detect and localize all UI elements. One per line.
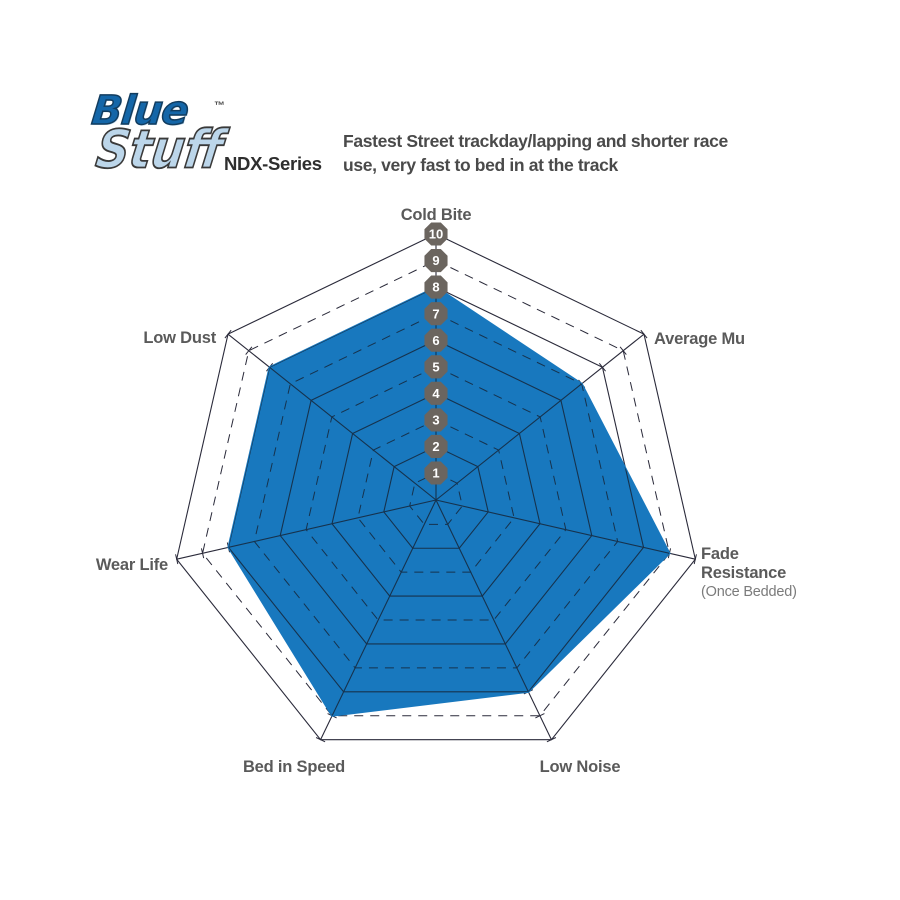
series-ndx-series-area (227, 285, 671, 717)
scale-marker-label-8: 8 (432, 280, 439, 295)
series-label: NDX-Series (224, 153, 322, 174)
scale-marker-5 (424, 355, 448, 379)
axis-label-text: Low Dust (143, 329, 216, 347)
axis-tick (640, 329, 648, 339)
axis-label-text: Low Noise (539, 758, 621, 776)
axis-label-bed-in-speed: Bed in Speed (243, 758, 345, 777)
scale-marker-10 (424, 222, 448, 246)
axis-spoke-overlay-4 (320, 499, 437, 716)
axis-label-average-mu: Average Mu (654, 330, 745, 349)
scale-marker-label-5: 5 (432, 359, 439, 374)
axis-tick (245, 346, 253, 355)
scale-marker-3 (424, 408, 448, 432)
scale-marker-label-6: 6 (432, 333, 439, 348)
scale-marker-label-4: 4 (432, 386, 440, 401)
scale-marker-1 (424, 461, 448, 485)
scale-marker-8 (424, 275, 448, 299)
scale-marker-6 (424, 328, 448, 352)
axis-label-text: Bed in Speed (242, 758, 346, 776)
scale-marker-label-1: 1 (432, 466, 439, 481)
axis-tick (598, 363, 606, 372)
axis-label-text: Wear Life (95, 556, 168, 574)
axis-label-text: Average Mu (654, 330, 745, 348)
scale-marker-9 (424, 249, 448, 273)
axis-spoke-overlay-2 (435, 499, 670, 560)
axis-tick (224, 329, 232, 339)
grid-ring-overlay-2 (383, 445, 489, 549)
scale-marker-label-9: 9 (432, 253, 439, 268)
grid-ring-overlay-6 (279, 339, 593, 645)
scale-marker-2 (424, 434, 448, 458)
tagline-text: Fastest Street trackday/lapping and shor… (343, 131, 728, 175)
axis-spoke-overlay-5 (228, 499, 437, 560)
axis-label-text: Fade Resistance (701, 545, 787, 582)
axis-label-text: Cold Bite (400, 206, 472, 224)
scale-marker-4 (424, 381, 448, 405)
scale-marker-label-10: 10 (429, 227, 443, 242)
grid-ring-overlay-1 (409, 472, 463, 525)
axis-label-wear-life: Wear Life (0, 556, 168, 575)
scale-marker-label-2: 2 (432, 439, 439, 454)
axis-tick (175, 554, 179, 565)
axis-tick (619, 346, 627, 355)
grid-ring-9 (202, 260, 670, 717)
grid-ring-overlay-4 (331, 392, 541, 597)
scale-marker-label-7: 7 (432, 306, 439, 321)
axis-label-low-noise: Low Noise (540, 758, 621, 777)
axis-tick (693, 554, 697, 565)
grid-ring-overlay-5 (305, 366, 567, 621)
bluestuff-logo: Blue Stuff ™ (89, 87, 252, 181)
grid-ring-10 (176, 233, 696, 741)
axis-label-low-dust: Low Dust (0, 329, 216, 348)
trademark-icon: ™ (214, 100, 225, 112)
axis-label-cold-bite: Cold Bite (401, 206, 472, 225)
axis-tick (200, 548, 205, 559)
axis-tick (535, 713, 545, 719)
scale-marker-7 (424, 302, 448, 326)
scale-markers: 10 9 8 7 6 5 4 3 2 1 (424, 222, 448, 485)
axis-tick (315, 737, 326, 743)
scale-marker-label-3: 3 (432, 412, 439, 427)
header-banner: Blue Stuff ™ NDX-Series Fastest Street t… (0, 0, 900, 200)
axis-tick (546, 737, 557, 743)
axis-label-fade-resistance: Fade Resistance (Once Bedded) (701, 545, 797, 602)
grid-ring-overlay-3 (357, 419, 515, 573)
grid-ring-overlay-7 (253, 313, 619, 669)
axis-sublabel-text: (Once Bedded) (701, 584, 797, 600)
